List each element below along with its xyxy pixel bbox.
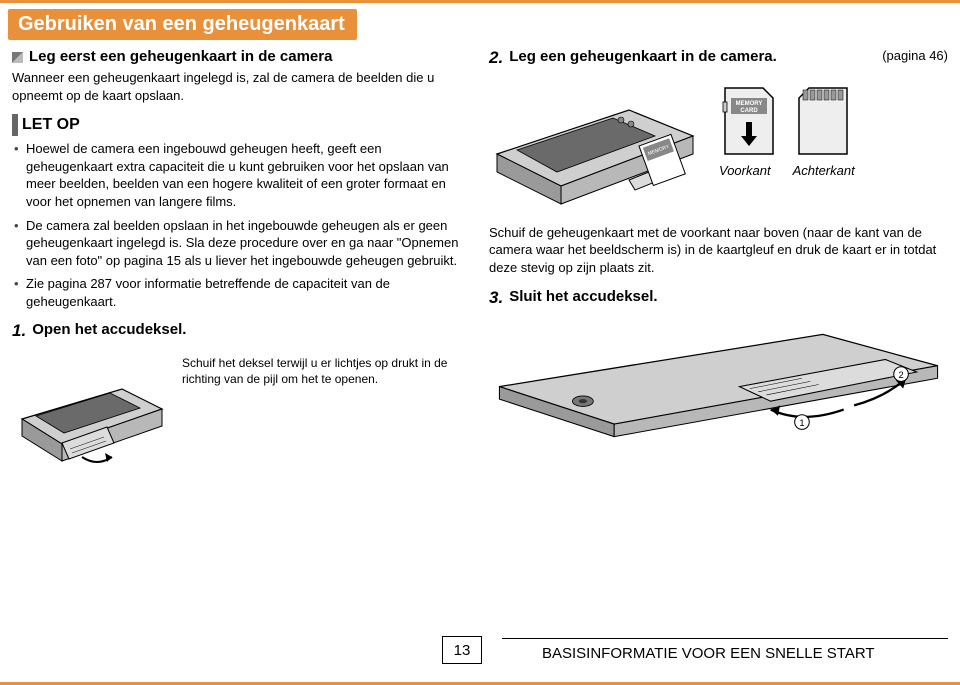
camera-close-cover-diagram: 1 2: [489, 324, 948, 434]
bullet-item: Hoewel de camera een ingebouwd geheugen …: [26, 140, 471, 210]
left-subhead: Leg eerst een geheugenkaart in de camera: [12, 47, 471, 67]
svg-text:1: 1: [799, 418, 804, 428]
letop-label: LET OP: [12, 114, 86, 136]
page-reference: (pagina 46): [882, 47, 948, 65]
step1-figure-row: Schuif het deksel terwijl u er lichtjes …: [12, 349, 471, 469]
camera-insert-card-diagram: MEMORY: [489, 76, 709, 216]
intro-text: Wanneer een geheugenkaart ingelegd is, z…: [12, 69, 471, 104]
step-number: 3.: [489, 287, 503, 310]
page-footer: 13 BASISINFORMATIE VOOR EEN SNELLE START: [0, 628, 960, 672]
step-text: Leg een geheugenkaart in de camera.: [509, 47, 777, 67]
manual-page: Gebruiken van een geheugenkaart Leg eers…: [0, 0, 960, 685]
step-text: Open het accudeksel.: [32, 320, 186, 340]
right-column: 2. Leg een geheugenkaart in de camera. (…: [489, 47, 948, 622]
step2-paragraph: Schuif de geheugenkaart met de voorkant …: [489, 224, 948, 277]
left-column: Leg eerst een geheugenkaart in de camera…: [12, 47, 471, 622]
svg-text:CARD: CARD: [740, 108, 758, 114]
step-number: 1.: [12, 320, 26, 343]
step-number: 2.: [489, 47, 503, 70]
caption-back: Achterkant: [793, 162, 855, 180]
step1-caption: Schuif het deksel terwijl u er lichtjes …: [182, 349, 471, 387]
step-3: 3. Sluit het accudeksel.: [489, 287, 948, 310]
square-bullet-icon: [12, 52, 23, 63]
sd-card-pair: MEMORY CARD: [719, 76, 855, 180]
step2-row: 2. Leg een geheugenkaart in de camera. (…: [489, 47, 948, 70]
camera-open-cover-diagram: [12, 349, 172, 469]
footer-section-label: BASISINFORMATIE VOOR EEN SNELLE START: [502, 638, 948, 662]
step-text: Sluit het accudeksel.: [509, 287, 657, 307]
step-1: 1. Open het accudeksel.: [12, 320, 471, 343]
bullet-item: De camera zal beelden opslaan in het ing…: [26, 217, 471, 270]
sd-card-front-icon: MEMORY CARD: [719, 84, 779, 158]
bullet-item: Zie pagina 287 voor informatie betreffen…: [26, 275, 471, 310]
content-columns: Leg eerst een geheugenkaart in de camera…: [12, 47, 948, 622]
page-title: Gebruiken van een geheugenkaart: [8, 9, 357, 40]
page-number: 13: [442, 636, 482, 664]
sd-card-back-icon: [793, 84, 853, 158]
svg-text:2: 2: [898, 370, 903, 380]
letop-bullets: Hoewel de camera een ingebouwd geheugen …: [12, 140, 471, 310]
caption-front: Voorkant: [719, 162, 771, 180]
step-2: 2. Leg een geheugenkaart in de camera.: [489, 47, 777, 70]
svg-text:MEMORY: MEMORY: [736, 101, 763, 107]
subhead-text: Leg eerst een geheugenkaart in de camera: [29, 48, 332, 65]
